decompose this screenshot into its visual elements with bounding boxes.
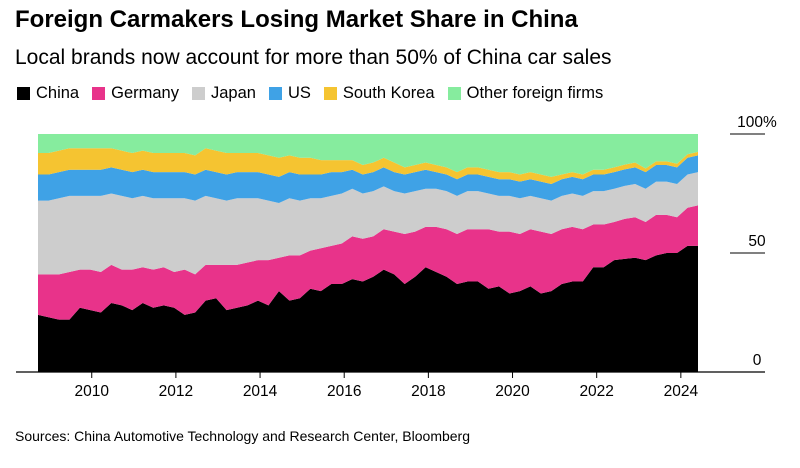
source-note: Sources: China Automotive Technology and… [15,428,471,444]
legend: China Germany Japan US South Korea Other… [17,84,616,103]
x-tick-label: 2024 [664,383,699,400]
chart-subtitle: Local brands now account for more than 5… [15,46,612,69]
legend-label-us: US [287,84,311,102]
legend-label-japan: Japan [210,84,256,102]
legend-label-south-korea: South Korea [342,84,435,102]
area-us [38,155,698,204]
legend-item-germany: Germany [92,84,179,103]
y-tick-label: 100% [737,114,777,131]
x-tick-label: 2016 [327,383,361,400]
area-germany [38,205,698,320]
x-tick-label: 2020 [495,383,530,400]
area-china [38,245,698,372]
x-tick-label: 2014 [243,383,278,400]
legend-item-us: US [268,84,311,103]
legend-swatch-south-korea [323,87,337,100]
legend-item-south-korea: South Korea [323,84,435,103]
legend-swatch-japan [191,87,205,100]
legend-swatch-china [17,87,30,100]
area-south-korea [38,148,698,184]
legend-label-other-foreign-firms: Other foreign firms [466,84,604,102]
area-japan [38,172,698,275]
chart-title: Foreign Carmakers Losing Market Share in… [15,6,578,33]
legend-item-japan: Japan [191,84,256,103]
legend-label-germany: Germany [111,84,179,102]
legend-item-other-foreign-firms: Other foreign firms [447,84,604,103]
x-tick-label: 2012 [159,383,193,400]
x-tick-label: 2022 [579,383,613,400]
legend-swatch-other-foreign-firms [447,87,461,100]
area-other-foreign-firms [38,134,698,177]
x-tick-label: 2010 [74,383,109,400]
y-tick-label: 0 [753,352,762,369]
legend-swatch-germany [92,87,106,100]
legend-label-china: China [36,84,80,102]
y-tick-label: 50 [748,233,766,250]
x-tick-label: 2018 [411,383,445,400]
legend-item-china: China [17,84,79,103]
legend-swatch-us [268,87,282,100]
